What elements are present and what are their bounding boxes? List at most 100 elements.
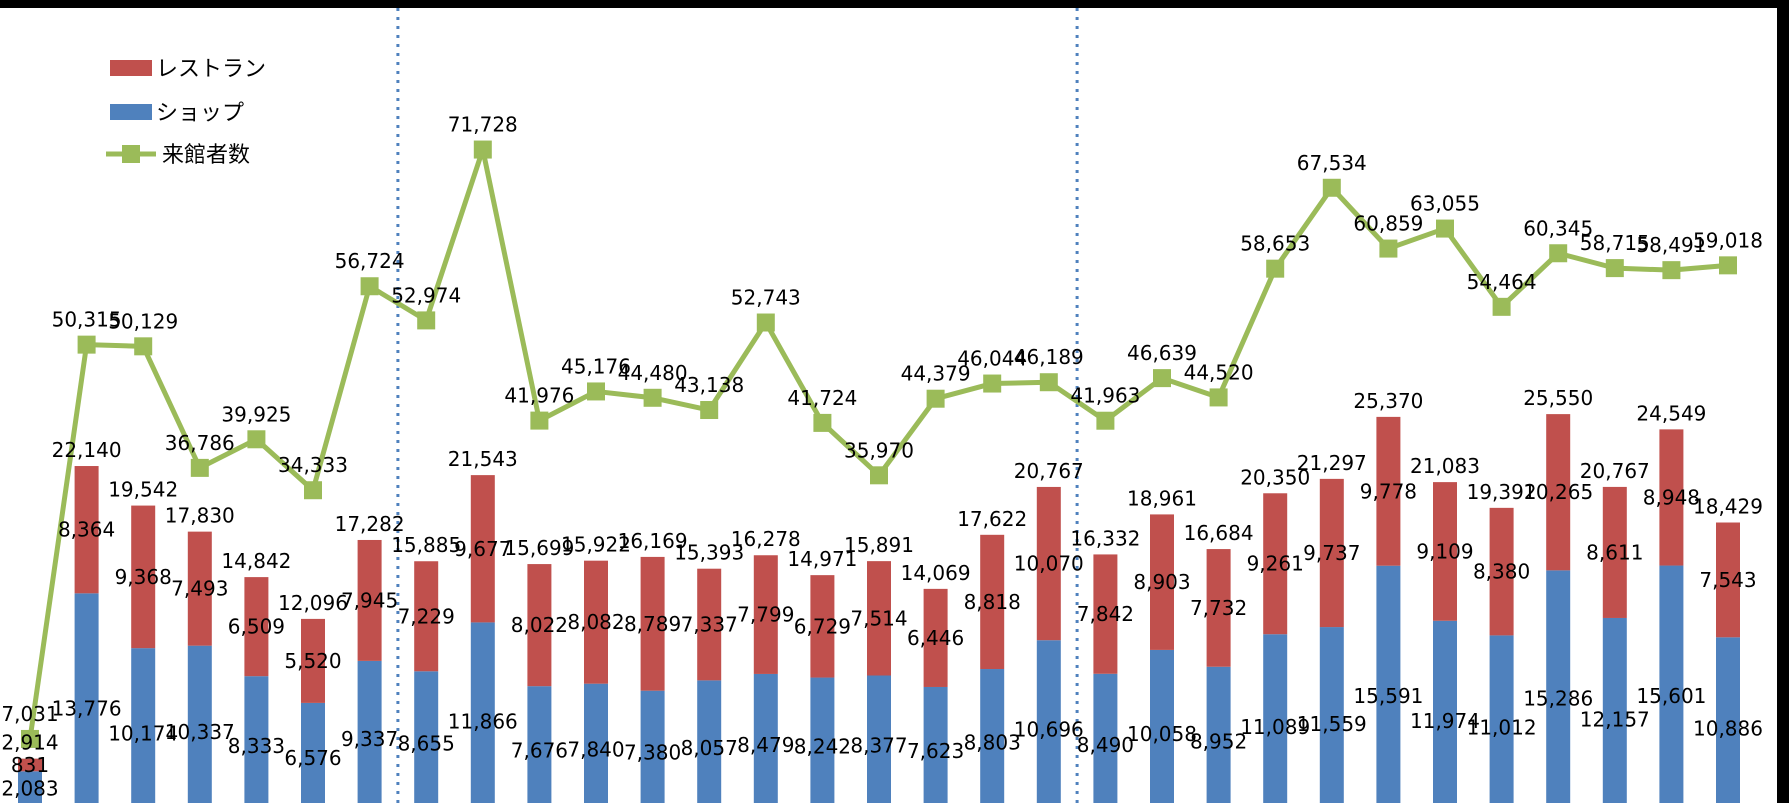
total-label: 25,550 — [1523, 386, 1593, 410]
bar-restaurant — [980, 534, 1005, 670]
total-label: 24,549 — [1636, 401, 1706, 425]
total-label: 15,922 — [561, 533, 631, 557]
total-label: 19,542 — [108, 478, 178, 502]
bar-shop — [1319, 627, 1344, 803]
shop-label: 10,337 — [165, 720, 235, 744]
visitors-label: 58,653 — [1240, 232, 1310, 256]
bar-restaurant — [1036, 486, 1061, 641]
restaurant-label: 7,229 — [398, 604, 455, 628]
bar-restaurant — [1489, 507, 1514, 636]
visitors-label: 46,639 — [1127, 341, 1197, 365]
bar-restaurant — [753, 555, 778, 674]
bar-restaurant — [74, 466, 99, 594]
legend-label-shop: ショップ — [156, 101, 244, 126]
visitors-label: 46,189 — [1014, 345, 1084, 369]
restaurant-label: 8,789 — [624, 612, 681, 636]
visitors-marker — [1662, 261, 1681, 280]
shop-label: 15,601 — [1636, 684, 1706, 708]
bar-shop — [697, 680, 722, 803]
restaurant-label: 6,509 — [228, 615, 285, 639]
bar-shop — [1659, 565, 1684, 803]
shop-label: 13,776 — [52, 697, 122, 721]
total-label: 15,891 — [844, 533, 914, 557]
bar-shop — [1376, 565, 1401, 803]
bar-shop — [131, 648, 156, 803]
visitors-marker — [1209, 388, 1228, 407]
shop-label: 8,655 — [398, 732, 455, 756]
visitors-marker — [530, 411, 549, 430]
restaurant-label: 9,677 — [454, 537, 511, 561]
bar-restaurant — [810, 575, 835, 678]
visitors-label: 36,786 — [165, 431, 235, 455]
visitors-label: 58,491 — [1636, 233, 1706, 257]
restaurant-label: 8,364 — [58, 518, 115, 542]
total-label: 20,350 — [1240, 465, 1310, 489]
total-label: 17,830 — [165, 504, 235, 528]
bar-shop — [357, 660, 382, 803]
total-label: 16,169 — [618, 529, 688, 553]
visitors-label: 67,534 — [1297, 151, 1367, 175]
shop-label: 8,490 — [1077, 733, 1134, 757]
bar-restaurant — [584, 560, 608, 684]
bar-restaurant — [640, 556, 665, 691]
bar-shop — [584, 683, 608, 803]
bar-shop — [74, 593, 99, 803]
visitors-marker — [983, 374, 1002, 393]
visitors-label: 44,480 — [618, 361, 688, 385]
bar-restaurant — [1263, 493, 1288, 635]
bar-restaurant — [1376, 416, 1401, 566]
visitors-marker — [247, 430, 266, 449]
restaurant-label: 9,737 — [1303, 541, 1360, 565]
total-label: 21,543 — [448, 447, 518, 471]
total-label: 15,699 — [504, 536, 574, 560]
visitors-label: 34,333 — [278, 453, 348, 477]
restaurant-label: 8,082 — [567, 610, 624, 634]
total-label: 14,842 — [221, 549, 291, 573]
shop-label: 12,157 — [1580, 708, 1650, 732]
restaurant-label: 8,611 — [1586, 540, 1643, 564]
visitors-marker — [417, 311, 436, 330]
visitors-marker — [473, 140, 492, 159]
shop-label: 7,623 — [907, 739, 964, 763]
total-label: 20,767 — [1014, 459, 1084, 483]
visitors-label: 52,743 — [731, 286, 801, 310]
visitors-marker — [1039, 373, 1058, 392]
shop-label: 9,337 — [341, 727, 398, 751]
shop-label: 10,058 — [1127, 722, 1197, 746]
bar-shop — [1093, 673, 1118, 803]
bar-restaurant — [470, 475, 495, 623]
shop-label: 11,012 — [1467, 716, 1537, 740]
bar-shop — [1602, 617, 1627, 803]
restaurant-label: 9,368 — [115, 565, 172, 589]
visitors-marker — [1719, 256, 1737, 275]
shop-label: 7,840 — [567, 737, 624, 761]
shop-label: 10,696 — [1014, 718, 1084, 742]
visitors-label: 58,715 — [1580, 231, 1650, 255]
visitors-label: 50,129 — [108, 309, 178, 333]
legend-label-restaurant: レストラン — [156, 57, 266, 82]
visitors-label: 60,859 — [1353, 212, 1423, 236]
restaurant-label: 8,818 — [964, 590, 1021, 614]
visitors-marker — [926, 389, 945, 408]
visitors-label: 63,055 — [1410, 192, 1480, 216]
total-label: 17,282 — [335, 512, 405, 536]
visitors-marker — [77, 335, 96, 354]
restaurant-label: 7,543 — [1699, 568, 1756, 592]
shop-label: 11,866 — [448, 710, 518, 734]
shop-label: 8,803 — [964, 731, 1021, 755]
total-label: 25,370 — [1353, 389, 1423, 413]
stacked-bars — [18, 414, 1740, 803]
shop-label: 8,057 — [681, 736, 738, 760]
visitors-label: 44,379 — [901, 362, 971, 386]
total-label: 16,332 — [1070, 526, 1140, 550]
shop-label: 10,174 — [108, 721, 178, 745]
shop-label: 8,333 — [228, 734, 285, 758]
visitors-label: 44,520 — [1184, 360, 1254, 384]
total-label: 15,393 — [674, 541, 744, 565]
bar-restaurant — [357, 539, 382, 661]
bar-restaurant — [1433, 482, 1457, 621]
bar-restaurant — [527, 564, 552, 687]
visitors-marker — [587, 382, 605, 401]
visitors-label: 41,724 — [787, 386, 857, 410]
